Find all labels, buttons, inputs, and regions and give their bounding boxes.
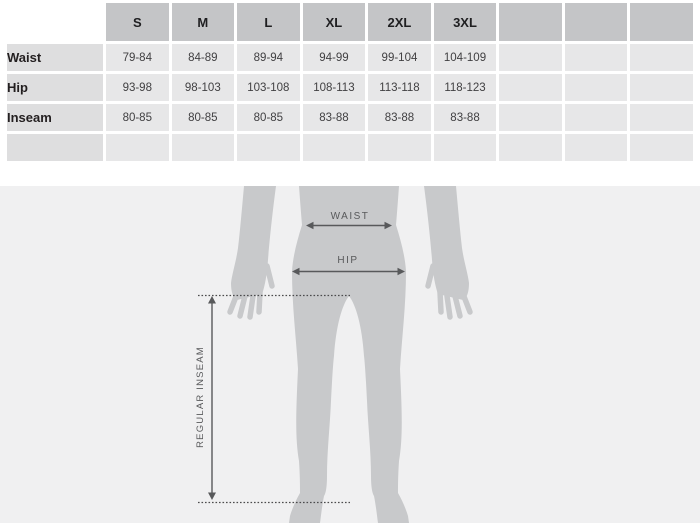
inseam-value-3xl: 83-88 xyxy=(433,104,497,131)
empty-cell xyxy=(368,134,431,161)
hip-value-xl: 108-113 xyxy=(302,74,366,101)
size-header-empty-3 xyxy=(630,3,693,41)
row-label-empty xyxy=(7,134,103,161)
row-label-inseam: Inseam xyxy=(7,104,103,131)
waist-value-3xl: 104-109 xyxy=(433,44,497,71)
waist-value-m: 84-89 xyxy=(171,44,235,71)
inseam-value-empty-2 xyxy=(564,104,628,131)
inseam-value-s: 80-85 xyxy=(106,104,169,131)
empty-cell xyxy=(237,134,300,161)
waist-measure-arrow xyxy=(306,221,392,230)
table-corner-cell xyxy=(7,3,103,41)
inseam-value-empty-1 xyxy=(499,104,562,131)
hip-value-empty-2 xyxy=(564,74,628,101)
inseam-value-empty-3 xyxy=(630,104,693,131)
hip-value-3xl: 118-123 xyxy=(433,74,497,101)
hip-value-l: 103-108 xyxy=(237,74,300,101)
size-header-empty-1 xyxy=(499,3,562,41)
table-row-empty xyxy=(7,134,693,161)
waist-value-l: 89-94 xyxy=(237,44,300,71)
size-header-row: S M L XL 2XL 3XL xyxy=(7,3,693,41)
left-arm-shape xyxy=(231,186,276,300)
hip-value-m: 98-103 xyxy=(171,74,235,101)
row-label-waist: Waist xyxy=(7,44,103,71)
waist-value-empty-2 xyxy=(564,44,628,71)
inseam-value-xl: 83-88 xyxy=(302,104,366,131)
torso-legs-shape xyxy=(289,186,409,523)
empty-cell xyxy=(630,134,693,161)
inseam-measure-arrow xyxy=(208,296,216,500)
left-hand-fingers xyxy=(227,263,275,320)
waist-value-empty-3 xyxy=(630,44,693,71)
waist-value-empty-1 xyxy=(499,44,562,71)
empty-cell xyxy=(499,134,562,161)
right-arm-shape xyxy=(424,186,469,300)
hip-value-empty-1 xyxy=(499,74,562,101)
size-header-empty-2 xyxy=(564,3,628,41)
inseam-value-m: 80-85 xyxy=(171,104,235,131)
size-header-s: S xyxy=(106,3,169,41)
table-row-waist: Waist 79-84 84-89 89-94 94-99 99-104 104… xyxy=(7,44,693,71)
table-row-inseam: Inseam 80-85 80-85 80-85 83-88 83-88 83-… xyxy=(7,104,693,131)
waist-measure-label: WAIST xyxy=(330,211,370,222)
hip-value-2xl: 113-118 xyxy=(368,74,431,101)
hip-value-empty-3 xyxy=(630,74,693,101)
body-silhouette xyxy=(198,186,473,523)
row-label-hip: Hip xyxy=(7,74,103,101)
inseam-measure-label: REGULAR INSEAM xyxy=(195,346,206,448)
size-header-m: M xyxy=(171,3,235,41)
hip-measure-label: HIP xyxy=(337,255,359,266)
size-chart-table: S M L XL 2XL 3XL Waist 79-84 84-89 89-94… xyxy=(4,0,696,164)
empty-cell xyxy=(106,134,169,161)
waist-value-xl: 94-99 xyxy=(302,44,366,71)
right-hand-fingers xyxy=(425,263,473,320)
size-header-2xl: 2XL xyxy=(368,3,431,41)
hip-value-s: 93-98 xyxy=(106,74,169,101)
waist-value-s: 79-84 xyxy=(106,44,169,71)
hip-measure-arrow xyxy=(292,267,405,276)
table-row-hip: Hip 93-98 98-103 103-108 108-113 113-118… xyxy=(7,74,693,101)
empty-cell xyxy=(171,134,235,161)
measurement-diagram-panel: WAIST HIP REGULAR INSEAM xyxy=(0,186,700,523)
waist-value-2xl: 99-104 xyxy=(368,44,431,71)
size-header-3xl: 3XL xyxy=(433,3,497,41)
size-header-l: L xyxy=(237,3,300,41)
size-header-xl: XL xyxy=(302,3,366,41)
inseam-value-2xl: 83-88 xyxy=(368,104,431,131)
empty-cell xyxy=(302,134,366,161)
empty-cell xyxy=(564,134,628,161)
inseam-value-l: 80-85 xyxy=(237,104,300,131)
empty-cell xyxy=(433,134,497,161)
